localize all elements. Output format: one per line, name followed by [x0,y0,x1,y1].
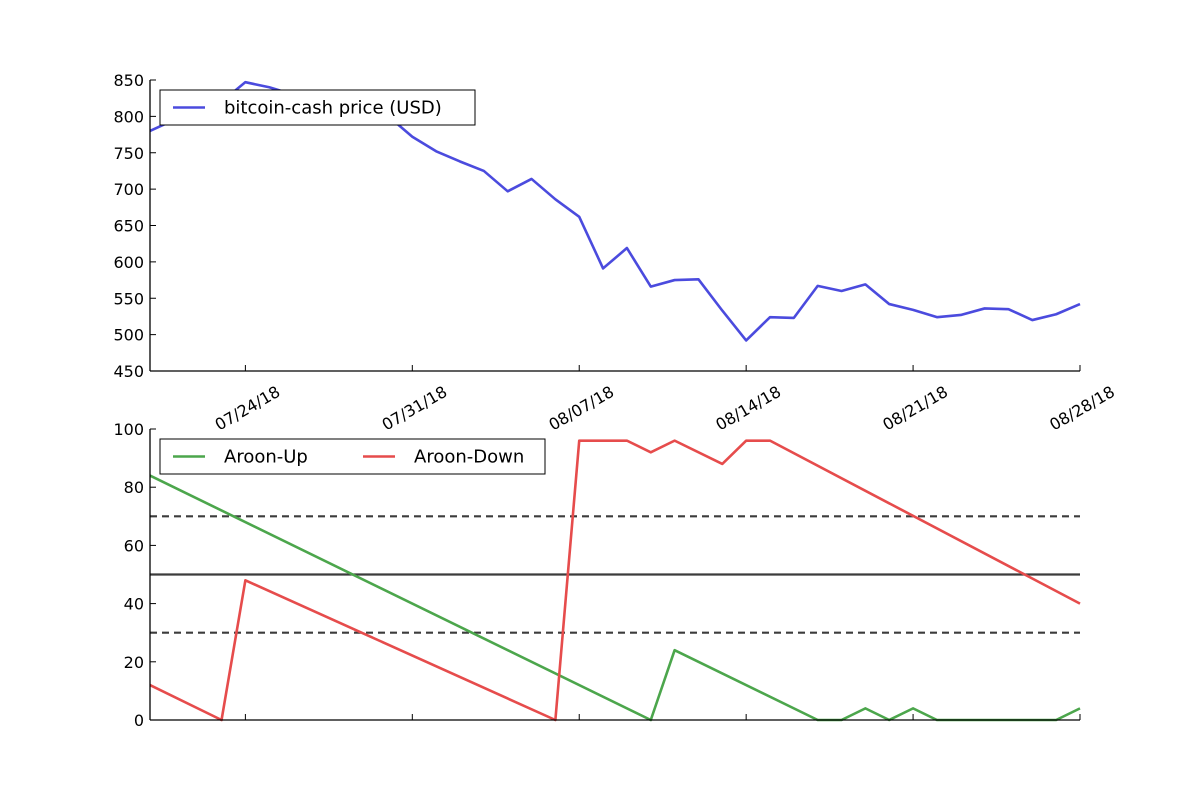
y-tick-label: 550 [113,289,144,308]
legend-box [159,438,546,475]
legend: bitcoin-cash price (USD) [159,89,476,126]
y-tick-label: 0 [134,711,144,730]
legend-label-aroon-up: Aroon-Up [224,447,308,468]
y-tick-label: 800 [113,107,144,126]
y-tick-label: 100 [113,420,144,439]
y-tick-label: 700 [113,180,144,199]
legend-box [159,89,476,126]
legend-label-aroon-down: Aroon-Down [414,447,524,468]
y-tick-label: 40 [124,595,144,614]
y-tick-label: 500 [113,326,144,345]
y-tick-label: 450 [113,362,144,381]
y-tick-label: 60 [124,536,144,555]
y-tick-label: 600 [113,253,144,272]
legend-label-bitcoin-cash-price-usd: bitcoin-cash price (USD) [224,98,442,119]
y-tick-label: 80 [124,478,144,497]
y-tick-label: 20 [124,653,144,672]
aroon-chart-panel: 0 20 40 60 80 100 Aroon-Up Aroon-Down [113,420,1081,730]
y-tick-label: 750 [113,144,144,163]
y-tick-label: 850 [113,71,144,90]
y-tick-label: 650 [113,217,144,236]
legend: Aroon-Up Aroon-Down [159,438,546,475]
series-line-aroon-down [149,439,1081,722]
